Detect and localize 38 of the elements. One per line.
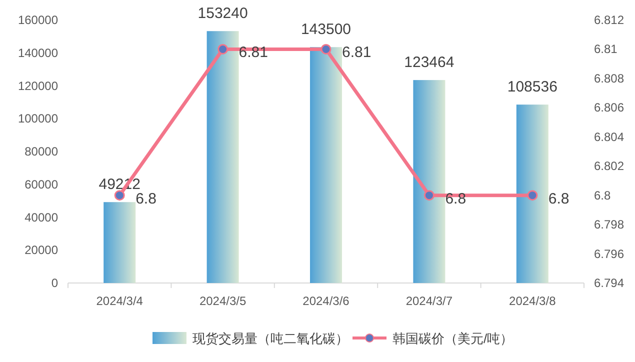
data-label: 143500 bbox=[300, 21, 352, 38]
x-tick-label: 2024/3/8 bbox=[509, 294, 556, 308]
y-tick-label: 40000 bbox=[24, 210, 58, 224]
y2-tick-label: 6.802 bbox=[594, 159, 624, 174]
y2-tick-label: 6.798 bbox=[594, 218, 624, 232]
y-tick-label: 120000 bbox=[18, 78, 58, 93]
legend-label: 韩国碳价（美元/吨） bbox=[392, 331, 514, 346]
data-label: 108536 bbox=[507, 78, 558, 96]
data-label: 153240 bbox=[198, 5, 248, 22]
data-label: 6.8 bbox=[136, 190, 156, 208]
y2-tick-label: 6.8 bbox=[594, 188, 612, 202]
bar bbox=[413, 80, 446, 283]
bar bbox=[206, 31, 239, 283]
y2-tick-label: 6.794 bbox=[594, 276, 624, 290]
y2-tick-label: 6.804 bbox=[594, 130, 624, 144]
y-tick-label: 20000 bbox=[24, 243, 58, 258]
y2-tick-label: 6.812 bbox=[594, 13, 624, 27]
legend-label: 现货交易量（吨二氧化碳） bbox=[192, 331, 348, 346]
y-tick-label: 160000 bbox=[18, 13, 58, 27]
x-tick-label: 2024/3/7 bbox=[406, 294, 453, 308]
y-tick-label: 140000 bbox=[18, 46, 58, 60]
y-tick-label: 80000 bbox=[24, 144, 58, 158]
y-tick-label: 60000 bbox=[24, 177, 58, 192]
x-tick-label: 2024/3/5 bbox=[199, 294, 246, 308]
y-tick-label: 0 bbox=[51, 276, 58, 290]
y2-tick-label: 6.81 bbox=[594, 42, 618, 56]
y2-tick-label: 6.806 bbox=[594, 100, 624, 115]
data-label: 123464 bbox=[404, 54, 454, 72]
x-tick-label: 2024/3/6 bbox=[302, 294, 350, 308]
y2-tick-label: 6.808 bbox=[594, 71, 624, 86]
bar bbox=[104, 202, 136, 283]
data-label: 6.81 bbox=[342, 44, 372, 62]
x-tick-label: 2024/3/4 bbox=[96, 294, 144, 308]
y-tick-label: 100000 bbox=[18, 112, 58, 126]
bar bbox=[516, 104, 548, 283]
bar bbox=[310, 47, 342, 283]
y2-tick-label: 6.796 bbox=[594, 246, 624, 261]
data-label: 6.8 bbox=[548, 190, 570, 208]
